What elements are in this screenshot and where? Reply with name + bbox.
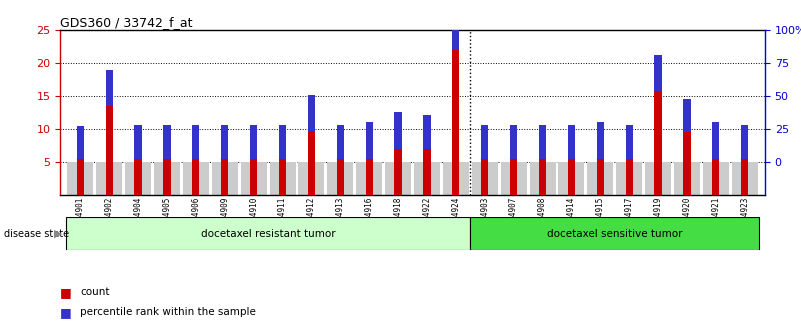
Bar: [558, 162, 585, 195]
Bar: [626, 125, 633, 159]
Bar: [424, 115, 431, 149]
Bar: [712, 159, 719, 195]
Bar: [453, 50, 460, 195]
Bar: [250, 159, 257, 195]
Bar: [299, 162, 324, 195]
Bar: [250, 125, 257, 159]
Bar: [106, 70, 113, 106]
Text: count: count: [80, 287, 110, 297]
Bar: [221, 125, 228, 159]
Bar: [645, 162, 671, 195]
Bar: [163, 125, 171, 159]
Bar: [453, 4, 460, 50]
Text: GDS360 / 33742_f_at: GDS360 / 33742_f_at: [60, 16, 192, 29]
Bar: [279, 125, 286, 159]
Bar: [394, 149, 401, 195]
Bar: [741, 159, 748, 195]
Bar: [154, 162, 180, 195]
Bar: [568, 159, 575, 195]
Bar: [192, 125, 199, 159]
Text: disease state: disease state: [4, 228, 69, 239]
Bar: [365, 122, 372, 159]
Text: docetaxel resistant tumor: docetaxel resistant tumor: [201, 228, 336, 239]
Bar: [67, 162, 93, 195]
Bar: [712, 122, 719, 159]
Bar: [654, 55, 662, 91]
Bar: [568, 125, 575, 159]
Bar: [192, 159, 199, 195]
Bar: [356, 162, 382, 195]
Bar: [221, 159, 228, 195]
Bar: [626, 159, 633, 195]
Bar: [443, 162, 469, 195]
Text: ■: ■: [60, 286, 72, 299]
Bar: [510, 159, 517, 195]
Text: percentile rank within the sample: percentile rank within the sample: [80, 307, 256, 318]
Bar: [96, 162, 123, 195]
Text: ▶: ▶: [54, 228, 63, 239]
Bar: [702, 162, 729, 195]
Bar: [539, 159, 546, 195]
Bar: [470, 217, 759, 250]
Bar: [414, 162, 440, 195]
Bar: [501, 162, 526, 195]
Bar: [308, 131, 315, 195]
Bar: [135, 159, 142, 195]
Bar: [125, 162, 151, 195]
Bar: [269, 162, 296, 195]
Bar: [597, 122, 604, 159]
Bar: [510, 125, 517, 159]
Text: docetaxel sensitive tumor: docetaxel sensitive tumor: [547, 228, 682, 239]
Bar: [211, 162, 238, 195]
Bar: [279, 159, 286, 195]
Bar: [481, 125, 489, 159]
Bar: [587, 162, 614, 195]
Bar: [328, 162, 353, 195]
Bar: [106, 106, 113, 195]
Bar: [481, 159, 489, 195]
Bar: [135, 125, 142, 159]
Bar: [240, 162, 267, 195]
Bar: [336, 159, 344, 195]
Bar: [654, 91, 662, 195]
Text: ■: ■: [60, 306, 72, 319]
Bar: [597, 159, 604, 195]
Bar: [66, 217, 470, 250]
Bar: [336, 125, 344, 159]
Bar: [365, 159, 372, 195]
Bar: [472, 162, 497, 195]
Bar: [683, 132, 690, 195]
Bar: [674, 162, 700, 195]
Bar: [394, 112, 401, 149]
Bar: [616, 162, 642, 195]
Bar: [741, 125, 748, 159]
Bar: [539, 125, 546, 159]
Bar: [732, 162, 758, 195]
Bar: [77, 126, 84, 159]
Bar: [424, 149, 431, 195]
Bar: [77, 159, 84, 195]
Bar: [183, 162, 209, 195]
Bar: [163, 159, 171, 195]
Bar: [308, 95, 315, 131]
Bar: [683, 99, 690, 132]
Bar: [529, 162, 556, 195]
Bar: [385, 162, 411, 195]
